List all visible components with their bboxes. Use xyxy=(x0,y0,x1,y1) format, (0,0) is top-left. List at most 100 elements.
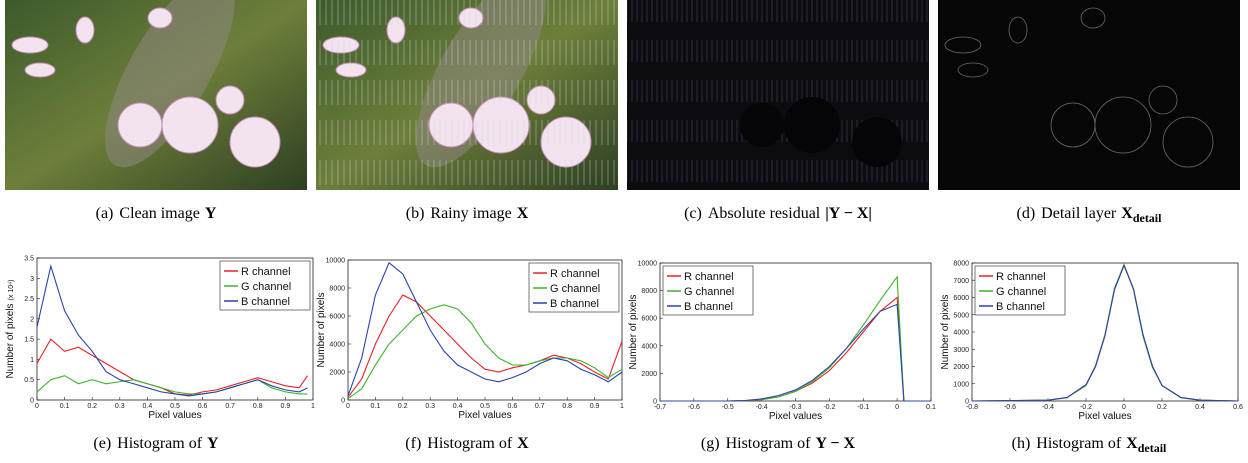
image-residual xyxy=(627,0,929,190)
y-axis-label: Number of pixels(x 10⁴) xyxy=(5,280,16,379)
x-tick-label: 0.1 xyxy=(60,403,70,410)
x-tick-label: 0 xyxy=(895,404,899,411)
x-axis-label: Pixel values xyxy=(148,410,201,421)
x-tick-label: 0.8 xyxy=(562,403,572,410)
caption-text: Clean image xyxy=(119,205,199,222)
x-tick-label: 0.7 xyxy=(535,403,545,410)
y-tick-label: 5000 xyxy=(953,312,969,319)
x-tick-label: 1 xyxy=(620,403,624,410)
caption-label: (h) xyxy=(1012,435,1031,452)
y-tick-label: 6000 xyxy=(329,314,345,321)
x-tick-label: 0.9 xyxy=(281,403,291,410)
y-tick-label: 8000 xyxy=(329,286,345,293)
y-tick-label: 1 xyxy=(30,357,34,364)
caption-label: (a) xyxy=(96,205,114,222)
x-tick-label: 0.2 xyxy=(398,403,408,410)
y-tick-label: 1000 xyxy=(953,381,969,388)
caption-text: Detail layer xyxy=(1041,205,1117,222)
caption-text: Histogram of xyxy=(1036,435,1122,452)
caption-math: Y − X xyxy=(815,435,855,452)
caption-sub: detail xyxy=(1138,441,1167,455)
y-tick-label: 6000 xyxy=(641,316,657,323)
caption-label: (b) xyxy=(406,205,425,222)
caption: (c)Absolute residual|Y − X| xyxy=(684,205,872,222)
y-axis-label-text: Number of pixels xyxy=(628,294,639,369)
y-tick-label: 2000 xyxy=(953,364,969,371)
x-tick-label: -0.1 xyxy=(857,404,869,411)
x-tick-label: 0.2 xyxy=(1157,404,1167,411)
caption-math: Y xyxy=(207,435,219,452)
y-tick-label: 4000 xyxy=(641,343,657,350)
y-tick-label: 2.5 xyxy=(24,296,34,303)
y-tick-label: 2 xyxy=(30,316,34,323)
x-tick-label: -0.6 xyxy=(1004,404,1016,411)
y-axis-label: Number of pixels xyxy=(316,292,327,367)
caption-text: Histogram of xyxy=(117,435,203,452)
y-tick-label: 0 xyxy=(341,398,345,405)
y-axis-label-text: Number of pixels xyxy=(5,303,16,378)
x-tick-label: 0.1 xyxy=(926,404,936,411)
x-tick-label: 0.3 xyxy=(115,403,125,410)
x-axis-label: Pixel values xyxy=(1078,411,1131,422)
caption-label: (c) xyxy=(684,205,702,222)
x-tick-label: -0.4 xyxy=(756,404,768,411)
image-detail xyxy=(938,0,1240,190)
y-tick-label: 3000 xyxy=(953,347,969,354)
x-tick-label: 0 xyxy=(35,403,39,410)
x-tick-label: 0.5 xyxy=(480,403,490,410)
caption-label: (g) xyxy=(701,435,720,452)
x-tick-label: 0.8 xyxy=(253,403,263,410)
x-tick-label: 0.1 xyxy=(371,403,381,410)
x-tick-label: 0 xyxy=(346,403,350,410)
y-tick-label: 0 xyxy=(965,399,969,406)
legend-label: G channel xyxy=(684,286,734,298)
caption-math: X xyxy=(517,205,529,222)
x-axis-label: Pixel values xyxy=(769,411,822,422)
caption-text: Histogram of xyxy=(427,435,513,452)
x-tick-label: 0.7 xyxy=(225,403,235,410)
y-tick-label: 0.5 xyxy=(24,377,34,384)
caption-text: Rainy image xyxy=(430,205,511,222)
caption-math: |Y − X| xyxy=(825,205,872,222)
y-tick-label: 6000 xyxy=(953,295,969,302)
x-tick-label: 0.6 xyxy=(1233,404,1243,411)
y-tick-label: 4000 xyxy=(953,330,969,337)
y-tick-label: 7000 xyxy=(953,278,969,285)
image-rainy xyxy=(316,0,618,190)
caption-label: (e) xyxy=(93,435,111,452)
legend-label: R channel xyxy=(684,271,734,283)
x-tick-label: 0.4 xyxy=(1195,404,1205,411)
y-tick-label: 0 xyxy=(653,399,657,406)
caption: (b) Rainy image X xyxy=(406,205,529,222)
caption: (a) Clean image Y xyxy=(96,205,217,222)
legend-label: G channel xyxy=(996,286,1046,298)
caption-math: X xyxy=(1121,205,1133,222)
legend-label: B channel xyxy=(241,296,290,308)
figure: (a) Clean image Y (b) Rainy image X (c)Absolut… xyxy=(0,0,1248,463)
x-axis-label: Pixel values xyxy=(458,410,511,421)
y-tick-label: 3 xyxy=(30,276,34,283)
x-tick-label: 0 xyxy=(1122,404,1126,411)
y-tick-label: 2000 xyxy=(641,371,657,378)
caption-text: Histogram of xyxy=(726,435,812,452)
y-axis-label-text: Number of pixels xyxy=(940,294,951,369)
y-axis-label: Number of pixels xyxy=(940,294,951,369)
y-tick-label: 10000 xyxy=(326,258,346,265)
caption-math: X xyxy=(1126,435,1138,452)
y-axis-label-text: Number of pixels xyxy=(316,292,327,367)
legend-label: R channel xyxy=(241,266,291,278)
x-tick-label: 0.6 xyxy=(198,403,208,410)
caption-math: Y xyxy=(205,205,217,222)
legend-label: G channel xyxy=(241,281,291,293)
x-tick-label: 0.3 xyxy=(425,403,435,410)
y-tick-label: 8000 xyxy=(953,261,969,268)
x-tick-label: 0.5 xyxy=(170,403,180,410)
legend-label: R channel xyxy=(996,271,1046,283)
y-tick-label: 10000 xyxy=(638,261,658,268)
legend-label: B channel xyxy=(996,301,1045,313)
